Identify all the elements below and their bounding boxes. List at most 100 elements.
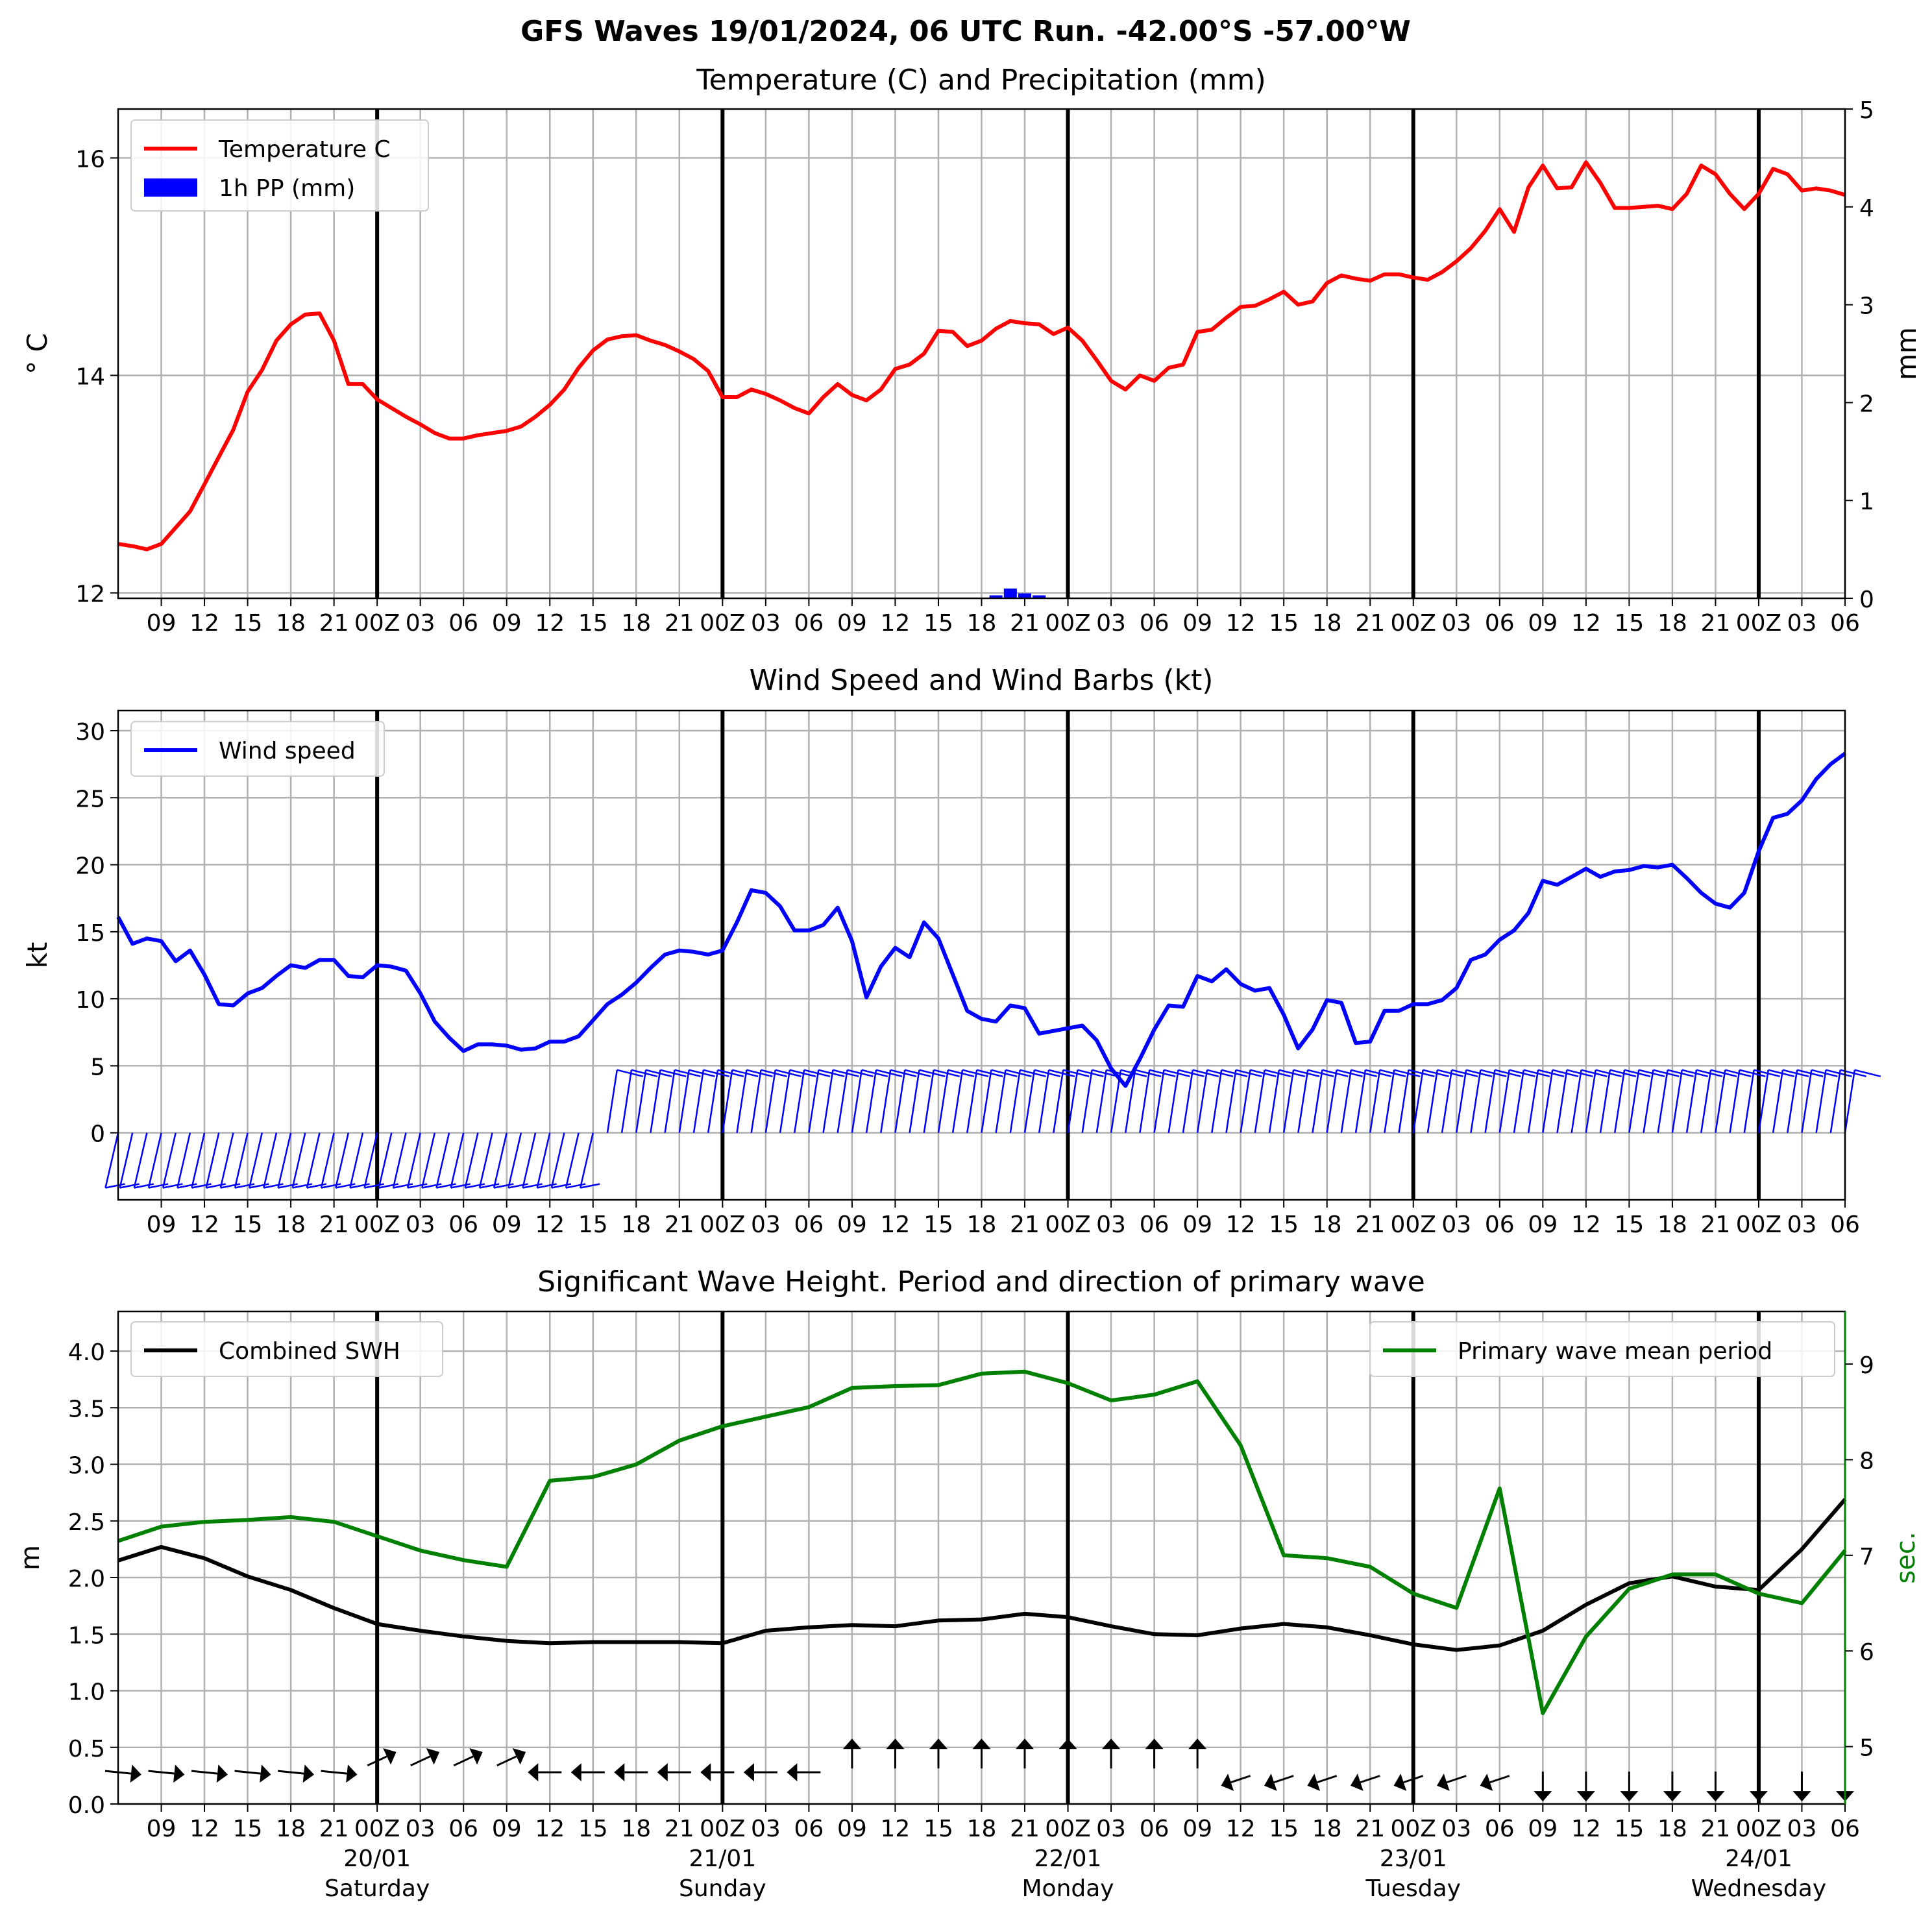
wind-ytick-label: 15	[75, 920, 105, 947]
period-ylabel: sec.	[1891, 1531, 1921, 1583]
wind-barb-feather	[948, 1069, 975, 1078]
wind-barb	[1470, 1069, 1482, 1133]
figure-title: GFS Waves 19/01/2024, 06 UTC Run. -42.00…	[520, 15, 1411, 48]
wind-barb	[363, 1132, 378, 1188]
swh-legend-box	[130, 1321, 443, 1377]
wave-direction-arrowhead	[528, 1763, 539, 1782]
wind-barb-feather	[1595, 1069, 1622, 1078]
wave-direction-arrowhead	[570, 1763, 581, 1782]
wind-barb-feather	[336, 1183, 356, 1189]
temp-xtick-label: 15	[923, 610, 953, 637]
wind-xtick-label: 03	[751, 1212, 781, 1238]
precip-bar	[1033, 595, 1046, 598]
wave-direction-arrowhead	[1576, 1791, 1595, 1802]
wind-xtick-label: 12	[1226, 1212, 1256, 1238]
temp-xtick-label: 15	[1269, 610, 1299, 637]
wind-barb-feather	[479, 1183, 500, 1189]
wave-direction-arrow	[277, 1770, 304, 1775]
wave-direction-arrowhead	[1351, 1773, 1363, 1791]
wind-barb-feather	[933, 1069, 960, 1078]
temp-xtick-label: 09	[837, 610, 867, 637]
wind-barb	[1297, 1069, 1309, 1133]
wind-xtick-label: 09	[837, 1212, 867, 1238]
wave-direction-arrowhead	[929, 1738, 948, 1749]
wave-direction-arrowhead	[1534, 1791, 1552, 1802]
wind-barb	[1801, 1069, 1813, 1133]
wind-barb-feather	[1106, 1069, 1133, 1078]
wave-direction-arrowhead	[1437, 1773, 1450, 1791]
wave-xtick-label: 18	[621, 1816, 651, 1842]
wind-barb-feather	[407, 1183, 428, 1189]
wave-xtick-label: 00Z	[1736, 1816, 1781, 1842]
temp-xtick-label: 15	[1614, 610, 1644, 637]
temp-legend-swatch	[144, 178, 197, 197]
wind-barb	[1571, 1069, 1582, 1133]
wind-barb	[1585, 1069, 1596, 1133]
wind-ytick-label: 10	[75, 987, 105, 1014]
wind-barb	[1772, 1069, 1784, 1133]
wind-barb	[177, 1132, 191, 1188]
wind-barb	[205, 1132, 220, 1188]
wind-barb-feather	[1826, 1069, 1852, 1078]
wave-direction-arrowhead	[383, 1748, 397, 1765]
wind-barb-feather	[1307, 1069, 1334, 1078]
temp-xtick-label: 06	[794, 610, 824, 637]
wind-barb	[736, 1069, 748, 1133]
wind-barb-feather	[660, 1069, 687, 1078]
wind-barb	[851, 1069, 863, 1133]
wind-barb	[1441, 1069, 1453, 1133]
wind-barb-feather	[177, 1183, 197, 1189]
wind-barb	[951, 1069, 964, 1133]
wind-barb-feather	[249, 1183, 269, 1189]
wind-barb	[1671, 1069, 1683, 1133]
wind-barb	[1844, 1069, 1856, 1133]
wind-xtick-label: 06	[1830, 1212, 1860, 1238]
precip-ylabel: mm	[1890, 327, 1922, 380]
wave-ytick-label: 1.0	[68, 1679, 105, 1706]
wind-xtick-label: 21	[1355, 1212, 1385, 1238]
temp-xtick-label: 09	[147, 610, 177, 637]
wind-barb	[1038, 1069, 1050, 1133]
wind-barb	[1527, 1069, 1539, 1133]
wind-barb-feather	[1609, 1069, 1637, 1078]
temp-ytick-label: 16	[75, 146, 105, 173]
wave-xtick-label: 12	[1226, 1816, 1256, 1842]
wind-barb	[1139, 1069, 1151, 1133]
wave-xtick-label: 06	[448, 1816, 478, 1842]
wind-barb-feather	[1537, 1069, 1565, 1078]
wind-barb-feather	[1667, 1069, 1694, 1078]
wave-direction-arrow	[496, 1755, 517, 1767]
day-weekday-label: Sunday	[679, 1875, 766, 1902]
temp-xtick-label: 06	[1485, 610, 1515, 637]
wind-barb-feather	[890, 1069, 917, 1078]
wind-barb-feather	[1077, 1069, 1104, 1078]
temp-xtick-label: 21	[665, 610, 694, 637]
temp-ytick-label: 14	[75, 364, 105, 391]
precip-ytick-label: 5	[1859, 97, 1874, 124]
day-date-label: 20/01	[343, 1846, 411, 1872]
wind-barb	[1685, 1069, 1698, 1133]
wind-barb	[707, 1069, 719, 1133]
wind-barb	[1211, 1069, 1223, 1133]
wind-barb	[894, 1069, 906, 1133]
wave-direction-arrowhead	[1393, 1773, 1407, 1791]
temp-xtick-label: 09	[1182, 610, 1212, 637]
wave-direction-arrowhead	[1792, 1791, 1811, 1802]
wave-ytick-label: 0.0	[68, 1792, 105, 1819]
wind-barb-feather	[1480, 1069, 1507, 1078]
wind-barb-feather	[1278, 1069, 1306, 1078]
wind-barb-feather	[1796, 1069, 1824, 1078]
wave-panel: 0.00.51.01.52.02.53.03.54.009 12 15 18 21 00Z…	[16, 1310, 1921, 1902]
wind-xtick-label: 21	[665, 1212, 694, 1238]
temp-xtick-label: 12	[535, 610, 565, 637]
wave-direction-arrowhead	[469, 1748, 483, 1765]
wind-barb	[1599, 1069, 1611, 1133]
wind-barb	[1542, 1069, 1554, 1133]
temp-xtick-label: 18	[1312, 610, 1342, 637]
wind-barb-feather	[119, 1183, 140, 1189]
wave-ytick-label: 2.5	[68, 1509, 105, 1536]
wave-direction-arrowhead	[787, 1763, 798, 1782]
day-weekday-label: Saturday	[324, 1875, 430, 1902]
wind-barb	[1743, 1069, 1755, 1133]
wave-direction-arrowhead	[657, 1763, 668, 1782]
